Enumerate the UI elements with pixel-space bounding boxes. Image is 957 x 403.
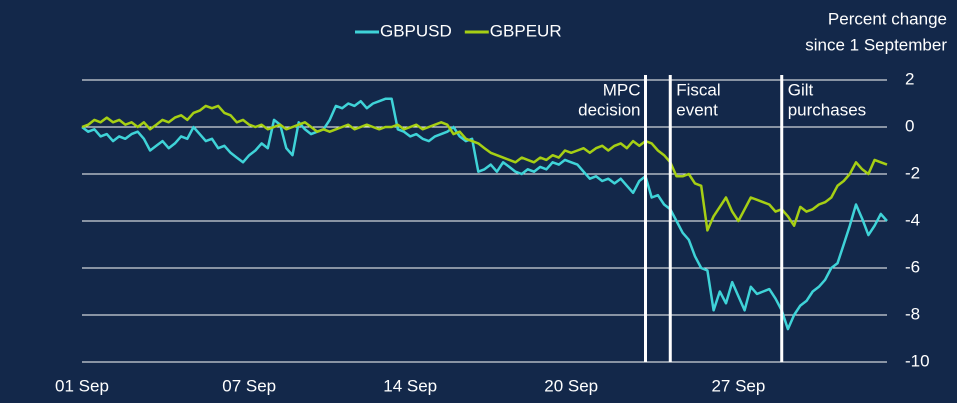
legend-label: GBPUSD	[380, 21, 452, 40]
y-tick-label: -4	[905, 210, 920, 229]
y-tick-label: -6	[905, 257, 920, 276]
x-tick-label: 01 Sep	[55, 376, 109, 395]
event-label: event	[676, 100, 718, 119]
x-tick-label: 27 Sep	[711, 376, 765, 395]
series-line	[81, 104, 888, 232]
x-tick-label: 20 Sep	[544, 376, 598, 395]
y-tick-label: -2	[905, 163, 920, 182]
x-tick-label: 07 Sep	[222, 376, 276, 395]
event-label: decision	[578, 100, 640, 119]
y-tick-label: 0	[905, 116, 914, 135]
y-tick-label: -10	[905, 351, 930, 370]
y-tick-label: 2	[905, 69, 914, 88]
x-tick-label: 14 Sep	[383, 376, 437, 395]
y-axis-label: since 1 September	[805, 35, 947, 54]
y-tick-label: -8	[905, 304, 920, 323]
event-label: Gilt	[788, 80, 814, 99]
legend-label: GBPEUR	[490, 21, 562, 40]
event-label: Fiscal	[676, 80, 720, 99]
event-label: MPC	[603, 80, 641, 99]
event-label: purchases	[788, 100, 866, 119]
y-axis-label: Percent change	[828, 9, 947, 28]
series-line	[81, 97, 888, 331]
